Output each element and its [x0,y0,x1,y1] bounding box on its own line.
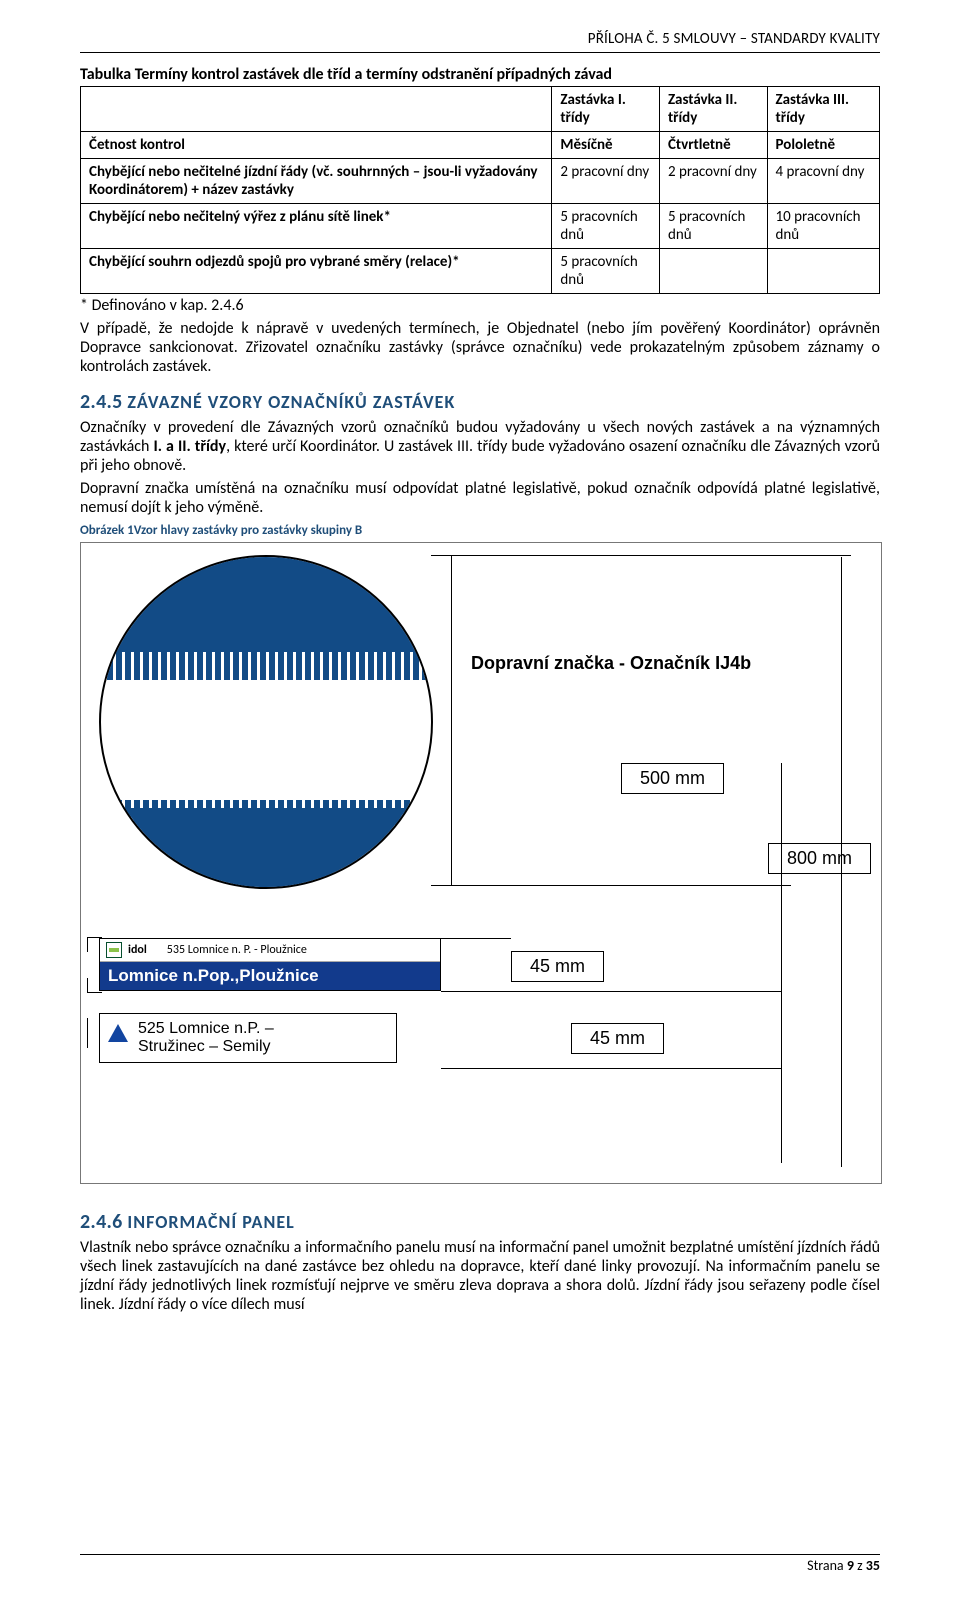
row-label: Chybějící nebo nečitelný výřez z plánu s… [81,204,552,249]
col-header: Zastávka II. třídy [659,87,767,132]
paragraph-bold: I. a II. třídy [153,437,226,456]
row-label: Četnost kontrol [81,132,552,159]
dim-guide [451,555,452,885]
dim-guide [841,557,842,1167]
paragraph: Dopravní značka umístěná na označníku mu… [80,479,880,517]
figure-caption: Obrázek 1Vzor hlavy zastávky pro zastávk… [80,523,880,538]
stop-name: Lomnice n.Pop.,Ploužnice [100,962,440,990]
footer-rule [80,1554,880,1555]
table-caption: Tabulka Termíny kontrol zastávek dle tří… [80,65,880,84]
crop-mark-icon [87,937,102,952]
cell: 2 pracovní dny [659,159,767,204]
section-heading-245: 2.4.5 ZÁVAZNÉ VZORY OZNAČNÍKŮ ZASTÁVEK [80,390,880,414]
dim-guide [431,555,851,556]
col-header [81,87,552,132]
idol-brand: idol [128,943,147,957]
sign-circle [99,555,429,885]
section-title: INFORMAČNÍ PANEL [127,1211,294,1233]
sign-label-text: Dopravní značka - Označník IJ4b [471,653,751,674]
table-header-row: Zastávka I. třídy Zastávka II. třídy Zas… [81,87,880,132]
cell: 5 pracovních dnů [552,204,660,249]
section-title: ZÁVAZNÉ VZORY OZNAČNÍKŮ ZASTÁVEK [127,391,455,413]
cell: Pololetně [767,132,879,159]
header-rule [80,52,880,53]
terms-table: Zastávka I. třídy Zastávka II. třídy Zas… [80,86,880,294]
dim-800: 800 mm [768,843,871,874]
footnote-ref: * Definováno v kap. 2.4.6 [80,296,880,315]
table-row: Chybějící nebo nečitelné jízdní řády (vč… [81,159,880,204]
triangle-icon [108,1024,128,1042]
crop-mark-icon [87,1018,102,1048]
dim-guide [441,1068,781,1069]
col-header: Zastávka III. třídy [767,87,879,132]
cell: 5 pracovních dnů [552,249,660,294]
table-row: Chybějící souhrn odjezdů spojů pro vybra… [81,249,880,294]
paragraph: V případě, že nedojde k nápravě v uveden… [80,319,880,376]
paragraph: Vlastník nebo správce označníku a inform… [80,1238,880,1314]
idol-line-text: 535 Lomnice n. P. - Ploužnice [167,943,307,957]
figure-bus-stop-sign: Dopravní značka - Označník IJ4b 500 mm 8… [80,542,882,1184]
stop-name-panel: idol 535 Lomnice n. P. - Ploužnice Lomni… [99,938,441,991]
cell: Čtvrtletně [659,132,767,159]
route-panel: 525 Lomnice n.P. – Stružinec – Semily [99,1013,397,1063]
row-label: Chybějící nebo nečitelné jízdní řády (vč… [81,159,552,204]
idol-row: idol 535 Lomnice n. P. - Ploužnice [100,939,440,962]
route-text: 525 Lomnice n.P. – Stružinec – Semily [138,1020,274,1056]
cell: 2 pracovní dny [552,159,660,204]
dim-guide [441,991,781,992]
dim-guide [781,763,782,1163]
page-header: PŘÍLOHA Č. 5 SMLOUVY – STANDARDY KVALITY [80,30,880,48]
section-heading-246: 2.4.6 INFORMAČNÍ PANEL [80,1210,880,1234]
cell [659,249,767,294]
crop-mark-icon [87,978,102,993]
dim-500: 500 mm [621,763,724,794]
row-label: Chybějící souhrn odjezdů spojů pro vybra… [81,249,552,294]
dim-guide [431,885,791,886]
idol-logo-icon [106,942,122,958]
dim-guide [441,938,511,939]
paragraph: Označníky v provedení dle Závazných vzor… [80,418,880,475]
cell: 5 pracovních dnů [659,204,767,249]
dim-45a: 45 mm [511,951,604,982]
table-row: Chybějící nebo nečitelný výřez z plánu s… [81,204,880,249]
cell [767,249,879,294]
section-number: 2.4.6 [80,1210,123,1234]
page-footer: Strana 9 z 35 [80,1546,880,1574]
cell: 10 pracovních dnů [767,204,879,249]
section-number: 2.4.5 [80,390,123,414]
cell: Měsíčně [552,132,660,159]
page-number: Strana 9 z 35 [80,1557,880,1574]
col-header: Zastávka I. třídy [552,87,660,132]
cell: 4 pracovní dny [767,159,879,204]
dim-45b: 45 mm [571,1023,664,1054]
table-row: Četnost kontrol Měsíčně Čtvrtletně Polol… [81,132,880,159]
